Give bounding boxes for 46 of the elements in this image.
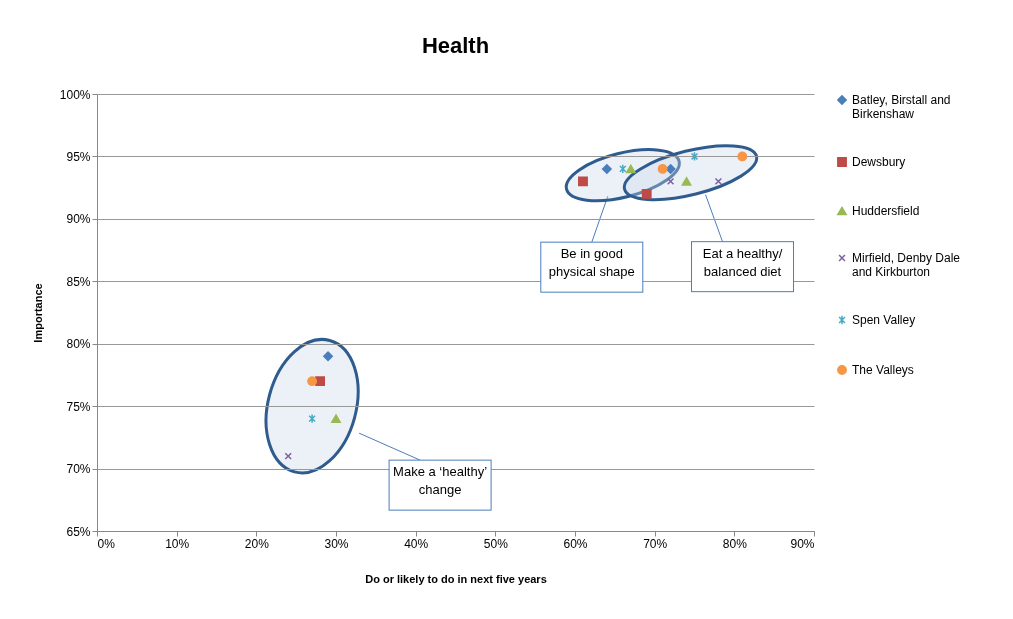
point (308, 413, 316, 424)
x-tick-label: 40% (404, 536, 429, 551)
x-tick-label: 30% (324, 536, 349, 551)
point (315, 376, 325, 387)
x-tick-label: 90% (790, 536, 815, 551)
y-tick-label: 90% (66, 212, 91, 227)
point (619, 163, 627, 174)
annotation: Eat a healthy/ balanced diet (702, 245, 783, 279)
legend-label: Huddersfield (852, 204, 920, 218)
annotation: Make a ‘healthy’ change (393, 464, 488, 498)
y-tick-label: 70% (66, 462, 91, 477)
x-tick-label: 0% (97, 536, 116, 551)
legend-label: Spen Valley (852, 313, 916, 327)
point (331, 414, 341, 423)
legend-label: Batley, Birstall and Birkenshaw (852, 93, 951, 121)
x-tick-label: 70% (643, 536, 668, 551)
y-tick-label: 65% (66, 524, 91, 539)
x-tick-label: 50% (483, 536, 509, 551)
x-tick-label: 20% (244, 536, 270, 551)
x-tick-label: 80% (722, 536, 748, 551)
x-axis-title: Do or likely to do in next five years (365, 572, 547, 585)
point (578, 176, 588, 187)
point (737, 151, 748, 162)
point (690, 151, 699, 162)
legend-label: Dewsbury (852, 155, 906, 169)
chart-title: Health (421, 33, 490, 58)
y-axis-title: Importance (31, 283, 44, 343)
point (641, 188, 652, 199)
y-tick-label: 75% (66, 399, 91, 414)
point (323, 351, 333, 362)
y-tick-label: 95% (66, 149, 91, 164)
y-tick-label: 100% (59, 87, 91, 102)
point (666, 177, 675, 186)
y-tick-label: 85% (66, 274, 91, 289)
x-tick-label: 10% (165, 536, 190, 551)
annotation: Be in good physical shape (548, 246, 635, 280)
point (307, 376, 318, 387)
legend-label: Mirfield, Denby Dale and Kirkburton (852, 251, 961, 279)
x-tick-label: 60% (563, 536, 588, 551)
point (625, 164, 636, 174)
legend-label: The Valleys (852, 363, 914, 377)
point (657, 163, 668, 174)
y-tick-label: 80% (66, 337, 91, 352)
point (714, 177, 723, 186)
point (601, 163, 612, 174)
point (681, 177, 692, 186)
